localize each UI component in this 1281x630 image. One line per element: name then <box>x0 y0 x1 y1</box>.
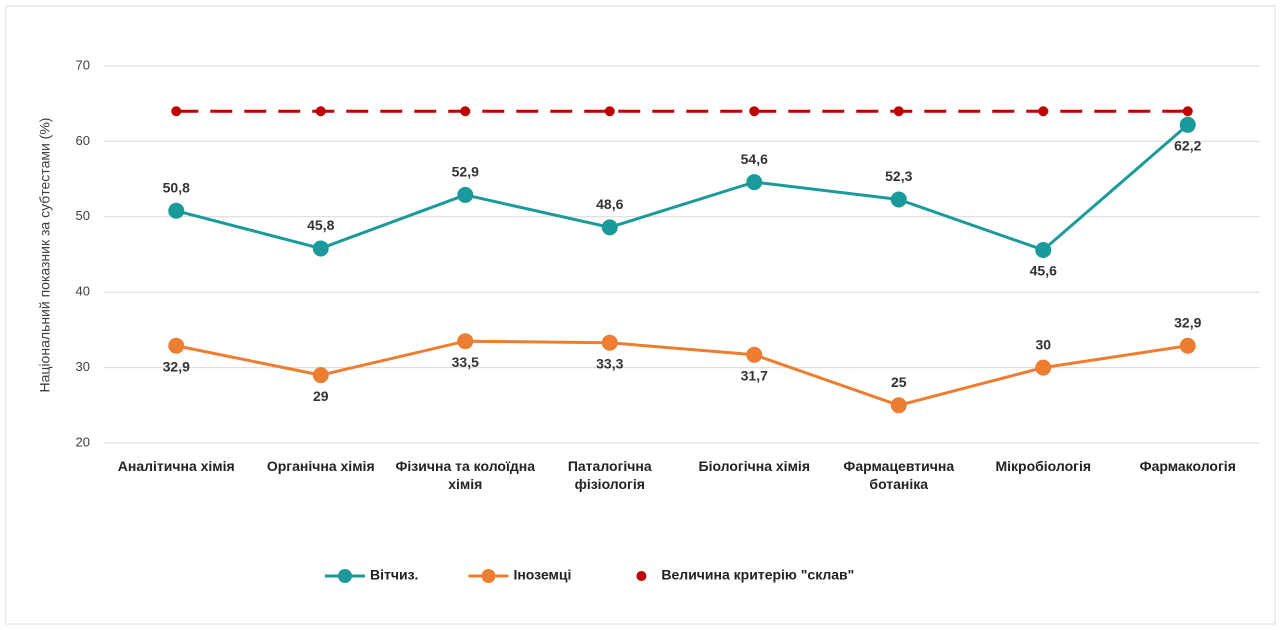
y-tick-label: 50 <box>76 208 90 223</box>
data-label: 50,8 <box>163 179 190 195</box>
data-point <box>460 106 471 117</box>
data-label: 32,9 <box>163 358 190 374</box>
data-point <box>457 333 474 350</box>
data-point <box>1035 359 1052 376</box>
data-point <box>315 106 326 117</box>
y-tick-label: 40 <box>76 284 90 299</box>
data-label: 45,8 <box>307 217 334 233</box>
legend-label: Величина критерію "склав" <box>661 567 854 583</box>
legend-marker <box>338 569 352 583</box>
legend-label: Вітчиз. <box>370 567 418 583</box>
data-label: 30 <box>1035 336 1051 352</box>
data-point <box>1179 337 1196 354</box>
chart-frame <box>5 5 1276 625</box>
y-tick-label: 60 <box>76 133 90 148</box>
data-point <box>890 191 907 208</box>
data-label: 33,3 <box>596 355 623 371</box>
x-tick-label: Біологічна хімія <box>698 458 811 474</box>
data-label: 32,9 <box>1174 314 1201 330</box>
data-label: 62,2 <box>1174 138 1201 154</box>
data-point <box>312 240 329 257</box>
data-label: 25 <box>891 374 907 390</box>
legend-label: Іноземці <box>513 567 571 583</box>
data-point <box>746 174 763 191</box>
data-label: 52,9 <box>452 164 479 180</box>
data-point <box>168 202 185 219</box>
x-tick-label: Мікробіологія <box>995 458 1092 474</box>
data-point <box>893 106 904 117</box>
data-point <box>601 334 618 351</box>
x-tick-label: Фармакологія <box>1139 458 1236 474</box>
data-point <box>1035 241 1052 258</box>
series-line <box>175 123 1189 252</box>
series-line <box>175 339 1188 407</box>
data-label: 48,6 <box>596 196 623 212</box>
x-tick-label: Фармацевтична ботаніка <box>843 458 955 492</box>
y-tick-label: 70 <box>76 57 90 72</box>
data-label: 33,5 <box>452 354 479 370</box>
data-point <box>168 337 185 354</box>
data-point <box>601 219 618 236</box>
data-point <box>604 106 615 117</box>
x-tick-label: Аналітична хімія <box>117 458 235 474</box>
data-label: 29 <box>313 388 329 404</box>
data-label: 31,7 <box>741 367 768 383</box>
data-point <box>457 186 474 203</box>
data-point <box>746 346 763 363</box>
y-tick-label: 20 <box>76 434 90 449</box>
data-point <box>1182 106 1193 117</box>
data-point <box>171 106 182 117</box>
data-point <box>1038 106 1049 117</box>
data-label: 54,6 <box>741 151 768 167</box>
data-point <box>890 397 907 414</box>
legend-marker <box>481 569 496 583</box>
y-axis-label: Національний показник за субтестами (%) <box>37 118 53 393</box>
data-label: 45,6 <box>1030 263 1057 279</box>
x-tick-label: Органічна хімія <box>266 458 375 474</box>
data-point <box>1179 116 1196 133</box>
x-tick-label: Фізична та колоїдна хімія <box>395 458 536 492</box>
data-point <box>312 367 329 384</box>
data-label: 52,3 <box>885 168 912 184</box>
x-tick-label: Паталогічна фізіологія <box>567 458 652 492</box>
legend-marker <box>636 571 647 581</box>
y-tick-label: 30 <box>76 359 90 374</box>
data-point <box>749 106 760 117</box>
